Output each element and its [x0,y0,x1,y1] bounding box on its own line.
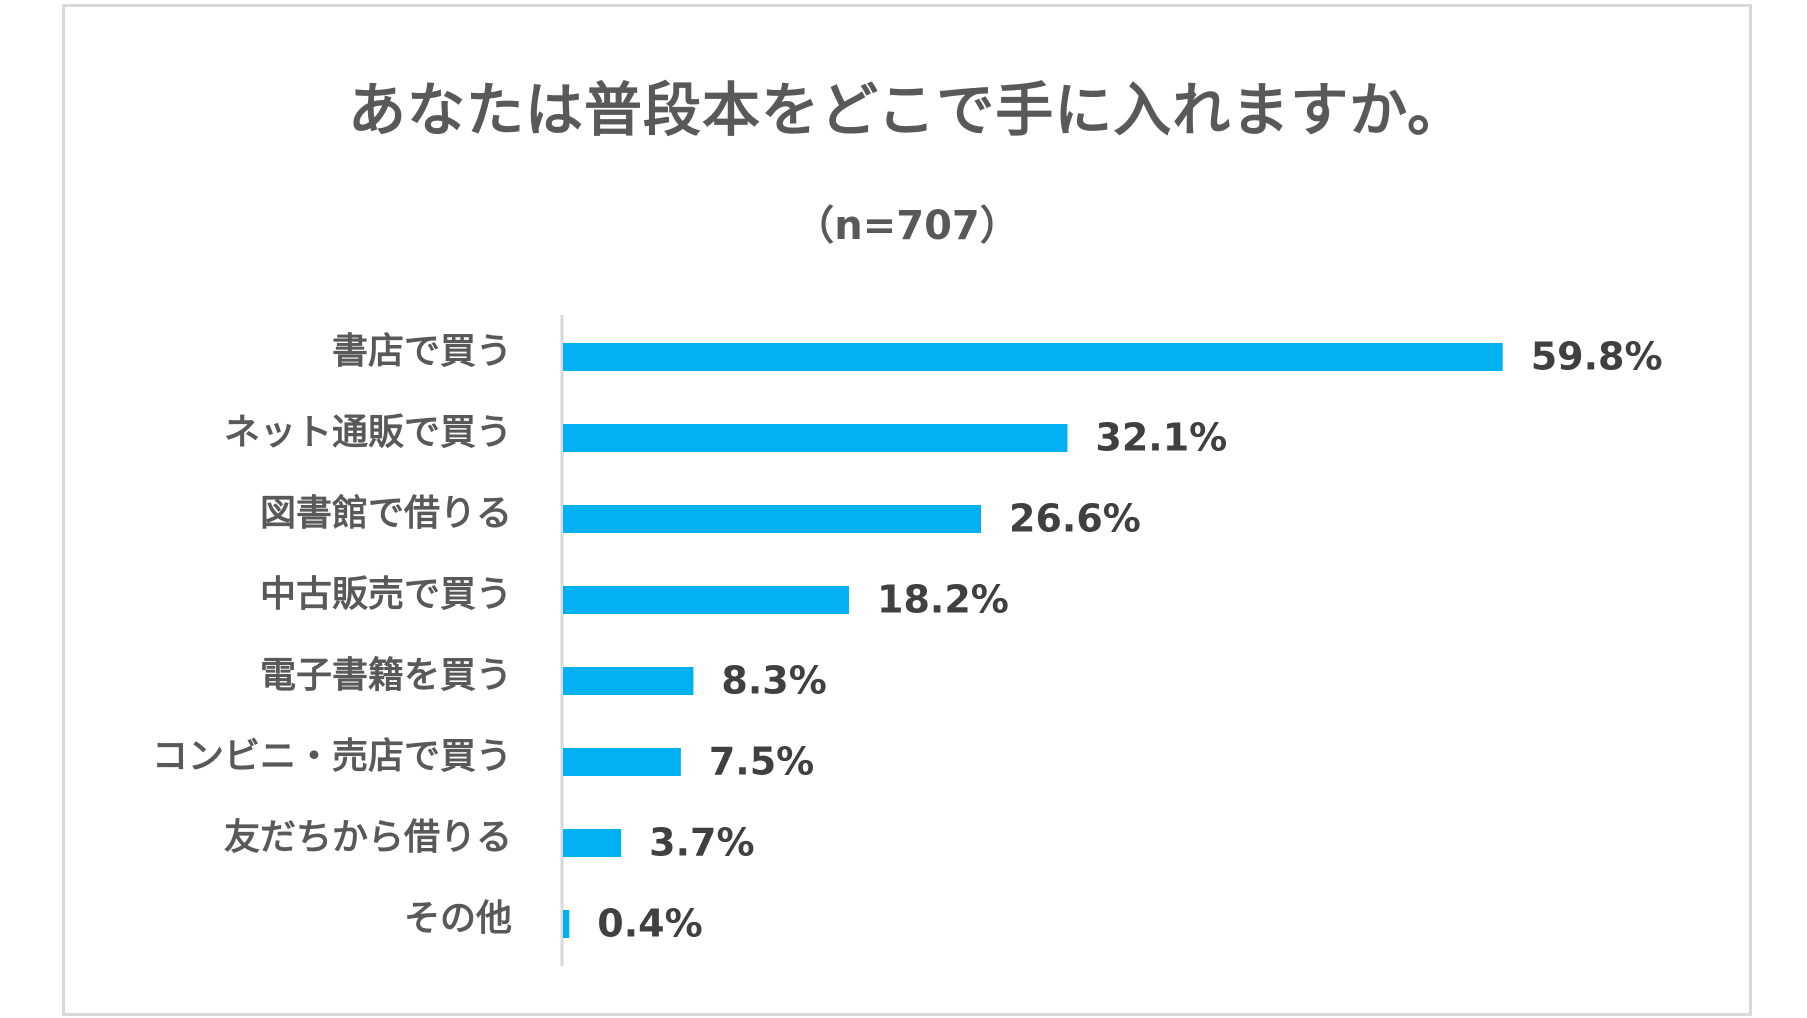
category-label: その他 [404,898,512,939]
data-label: 59.8% [1531,335,1663,379]
bar [563,910,570,938]
bar [563,748,681,776]
data-label: 0.4% [597,902,702,946]
chart-subtitle: （n=707） [794,203,1020,249]
bar [563,424,1068,452]
data-label: 18.2% [877,578,1009,622]
category-label: 電子書籍を買う [260,655,512,696]
category-label: 友だちから借りる [224,817,512,858]
bar [563,829,622,857]
bar [563,586,849,614]
data-label: 32.1% [1095,416,1227,460]
category-label: ネット通販で買う [224,412,512,453]
category-label: 書店で買う [332,331,512,372]
bar [563,667,694,695]
data-label: 26.6% [1009,497,1141,541]
chart-title: あなたは普段本をどこで手に入れますか。 [347,76,1467,144]
data-label: 7.5% [709,740,814,784]
data-label: 3.7% [649,821,754,865]
bar-group: 書店で買う 59.8% ネット通販で買う 32.1% 図書館で借りる 26.6% 中古販売で… [152,331,1663,946]
bar [563,505,981,533]
data-label: 8.3% [721,659,826,703]
category-label: 中古販売で買う [260,574,512,615]
category-label: コンビニ・売店で買う [152,736,512,777]
bar [563,343,1503,371]
category-label: 図書館で借りる [260,492,512,534]
